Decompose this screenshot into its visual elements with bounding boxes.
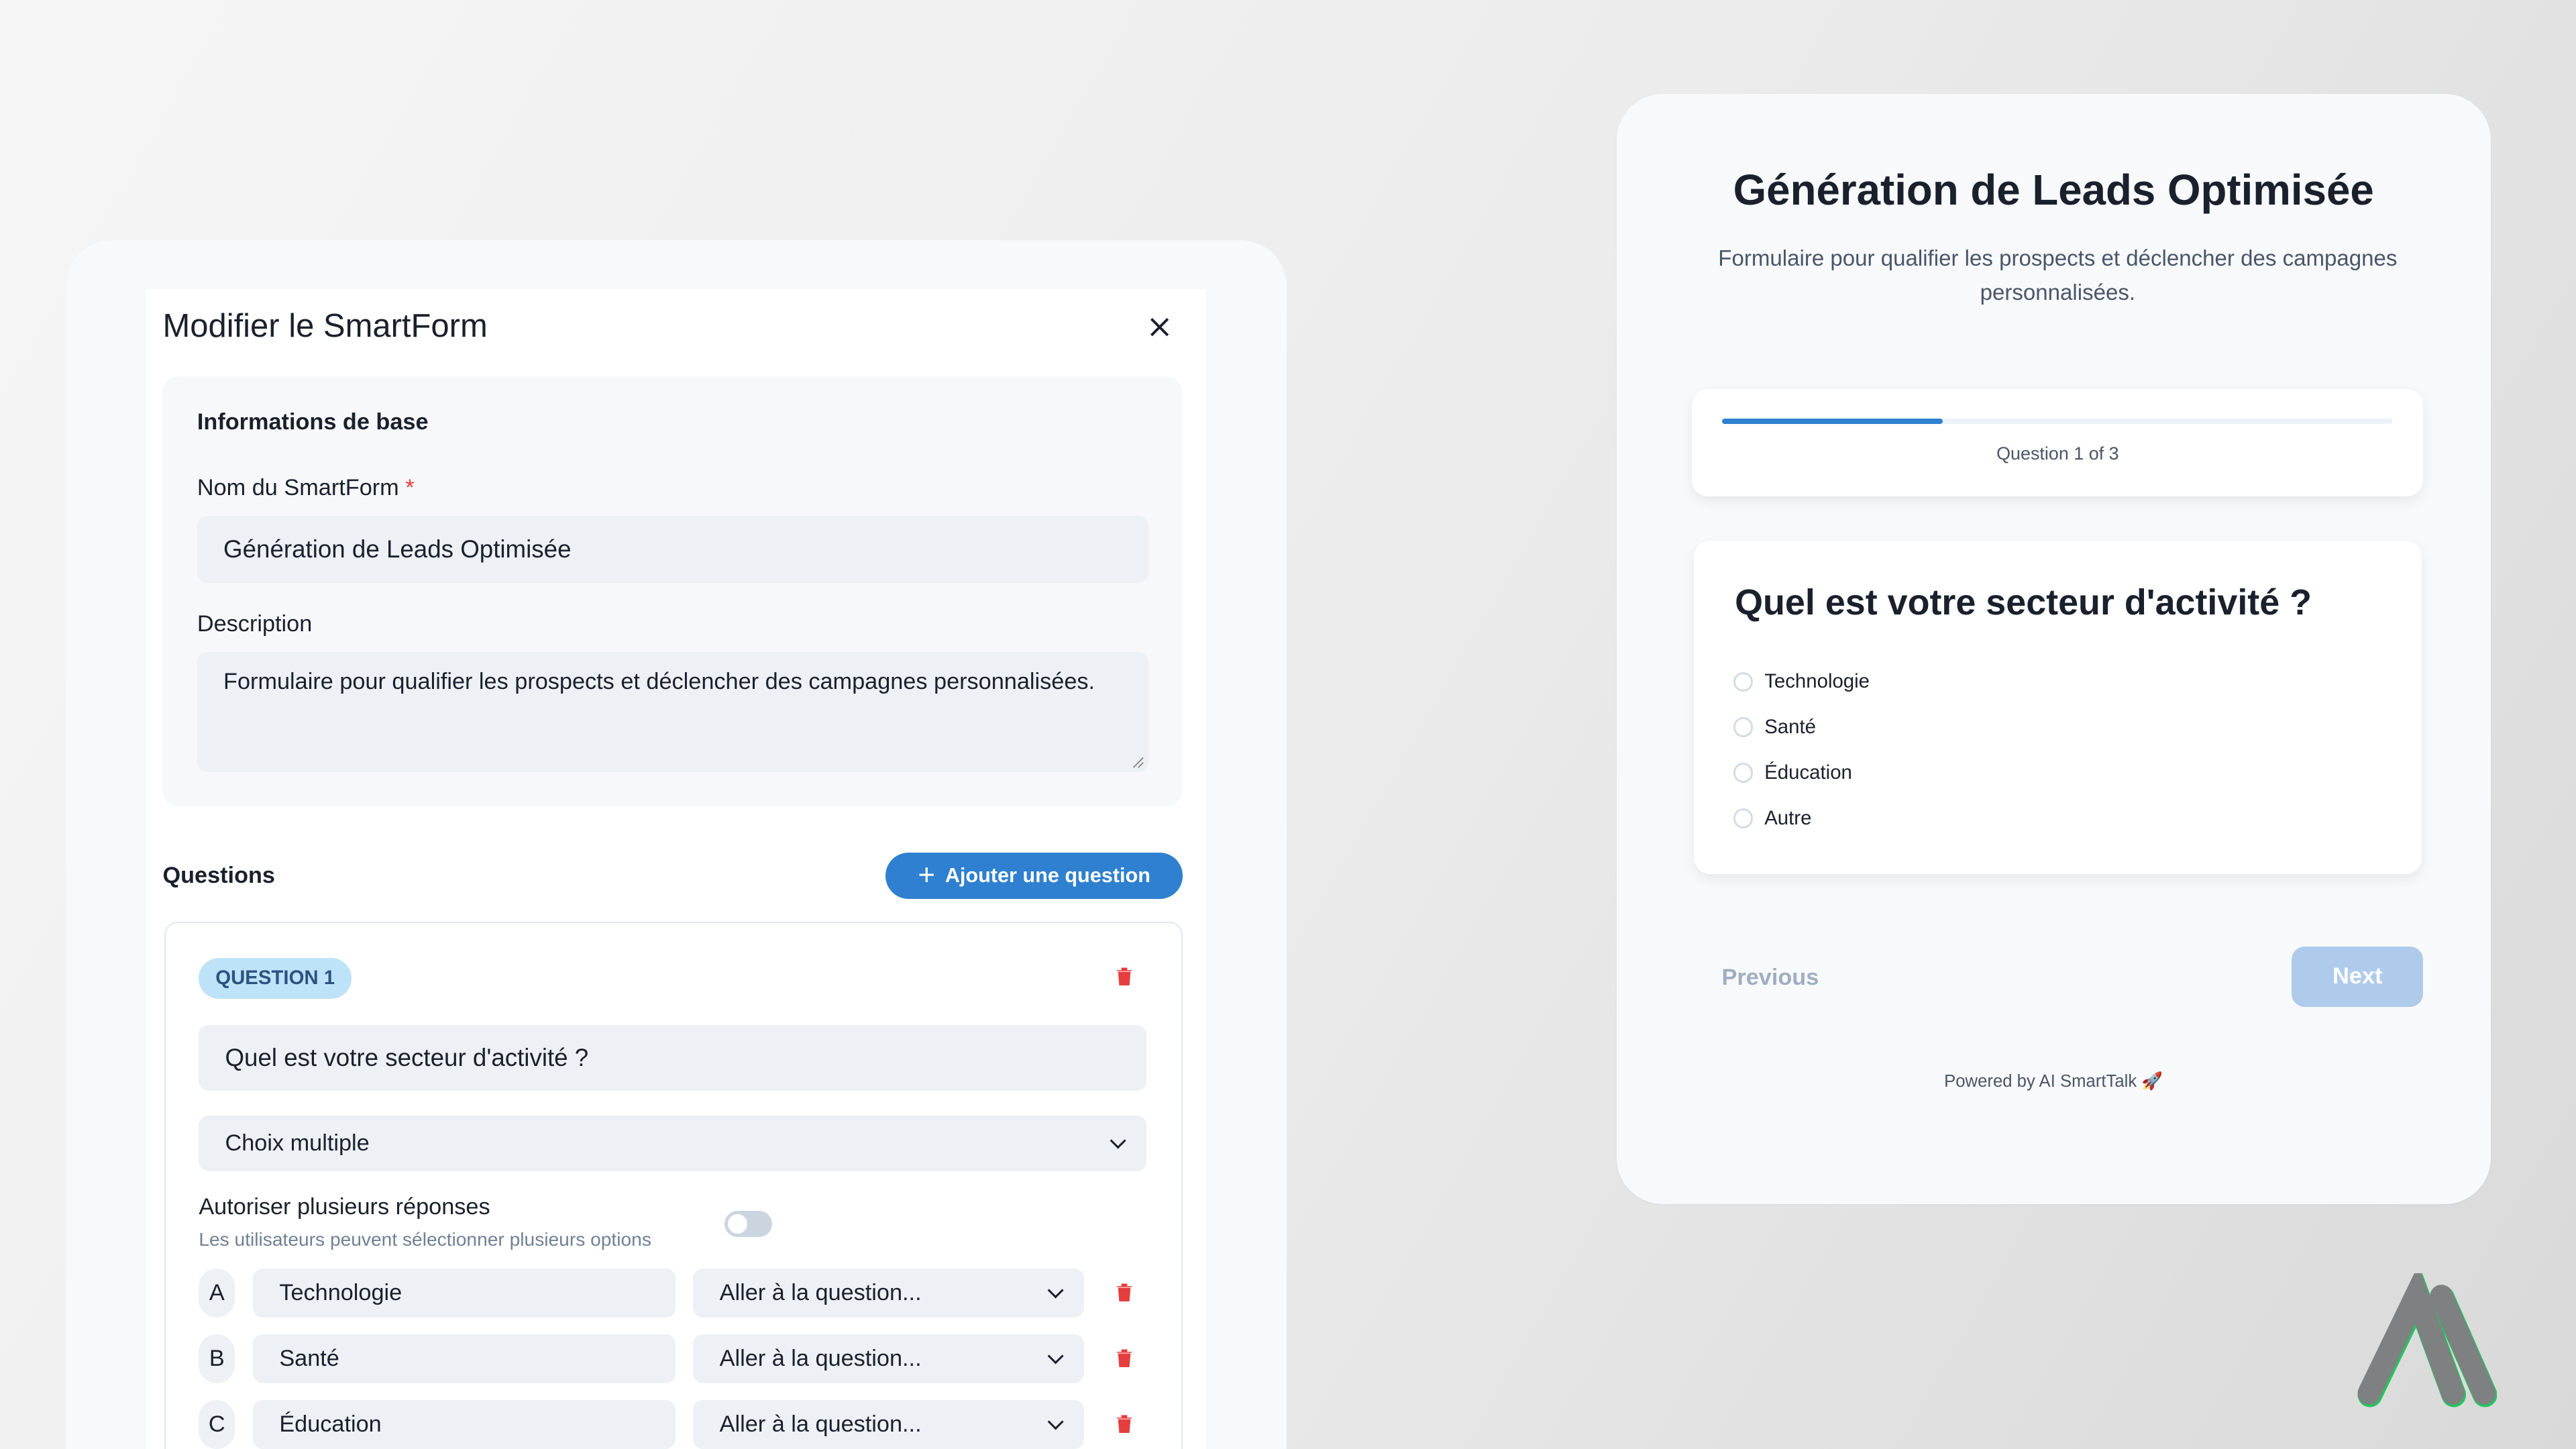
option-value: Technologie [279,1279,402,1305]
multi-answer-label: Autoriser plusieurs réponses [199,1194,490,1220]
option-value-input[interactable]: Éducation [253,1399,676,1449]
delete-option-trash-icon[interactable] [1117,1415,1132,1433]
previous-button[interactable]: Previous [1721,964,1819,990]
name-input[interactable]: Génération de Leads Optimisée [197,515,1148,584]
multi-answer-hint: Les utilisateurs peuvent sélectionner pl… [199,1228,651,1250]
chevron-down-icon [1047,1413,1064,1430]
option-goto-select[interactable]: Aller à la question... [693,1334,1085,1384]
brand-logo [2357,1273,2498,1407]
preview-title: Génération de Leads Optimisée [1733,166,2374,215]
option-value: Santé [279,1345,339,1371]
option-value: Éducation [279,1411,382,1437]
option-letter: C [199,1399,235,1449]
chevron-down-icon [1047,1282,1064,1299]
plus-icon: + [918,859,936,892]
preview-option-label: Technologie [1764,670,1870,693]
add-question-label: Ajouter une question [945,863,1150,887]
radio-button[interactable] [1733,808,1754,828]
progress-bar [1721,419,2392,424]
name-input-value: Génération de Leads Optimisée [223,535,572,564]
option-goto-select[interactable]: Aller à la question... [693,1268,1085,1318]
question-text-input[interactable]: Quel est votre secteur d'activité ? [199,1025,1147,1091]
delete-question-trash-icon[interactable] [1117,967,1132,986]
option-goto-select[interactable]: Aller à la question... [693,1399,1085,1449]
preview-option-label: Éducation [1764,761,1852,784]
modal-title: Modifier le SmartForm [162,307,488,344]
name-label-text: Nom du SmartForm [197,474,399,500]
option-value-input[interactable]: Technologie [253,1268,676,1318]
option-goto-value: Aller à la question... [719,1411,922,1437]
preview-option-label: Santé [1764,716,1816,739]
radio-button[interactable] [1733,717,1754,737]
multi-answer-toggle[interactable] [724,1210,773,1238]
option-letter: B [199,1334,235,1384]
powered-by-footer: Powered by AI SmartTalk 🚀 [1944,1071,2163,1091]
option-value-input[interactable]: Santé [253,1334,676,1384]
preview-question-card [1693,540,2422,874]
question-type-select[interactable]: Choix multiple [199,1115,1147,1172]
close-icon[interactable] [1146,314,1173,340]
question-type-value: Choix multiple [225,1130,370,1156]
resize-handle-icon[interactable] [1132,756,1145,769]
preview-description: Formulaire pour qualifier les prospects … [1718,246,2398,306]
delete-option-trash-icon[interactable] [1117,1349,1132,1367]
basic-info-heading: Informations de base [197,409,429,435]
name-label: Nom du SmartForm * [197,475,415,501]
questions-heading: Questions [162,862,275,888]
toggle-knob [727,1214,748,1234]
radio-button[interactable] [1733,763,1754,783]
chevron-down-icon [1110,1132,1126,1150]
radio-button[interactable] [1733,672,1754,692]
option-goto-value: Aller à la question... [719,1279,922,1305]
required-mark: * [405,474,415,500]
chevron-down-icon [1047,1348,1064,1365]
question-text-value: Quel est votre secteur d'activité ? [225,1044,589,1072]
add-question-button[interactable]: + Ajouter une question [885,853,1183,899]
delete-option-trash-icon[interactable] [1117,1283,1132,1301]
description-textarea[interactable]: Formulaire pour qualifier les prospects … [197,652,1148,773]
preview-question-title: Quel est votre secteur d'activité ? [1735,582,2312,623]
description-value: Formulaire pour qualifier les prospects … [223,668,1095,694]
progress-card [1692,389,2424,496]
next-button[interactable]: Next [2292,946,2424,1008]
option-goto-value: Aller à la question... [719,1345,922,1371]
option-letter: A [199,1268,235,1318]
progress-text: Question 1 of 3 [1996,443,2119,464]
question-badge: QUESTION 1 [199,957,352,999]
description-label: Description [197,611,313,637]
preview-option-label: Autre [1764,806,1812,829]
progress-fill [1721,419,1943,424]
